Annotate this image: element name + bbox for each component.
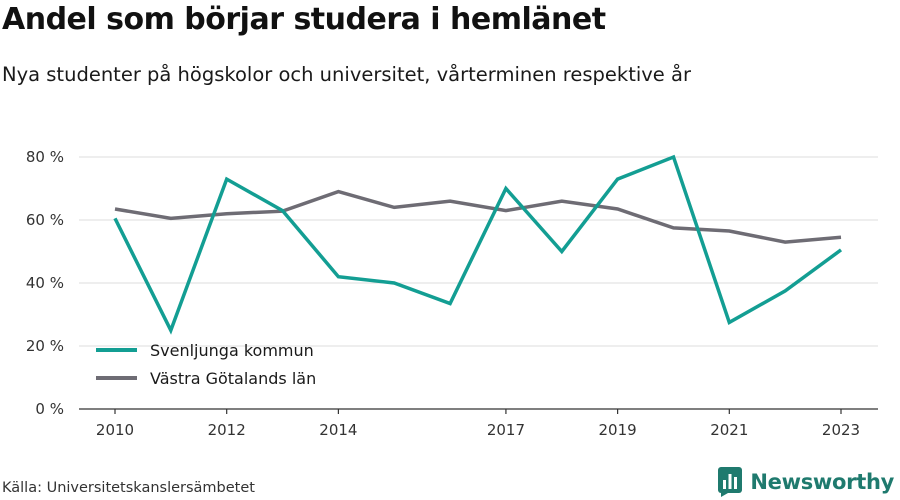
x-axis: 2010 2012 2014 2017 2019 2021 2023 [79, 408, 878, 439]
x-tick-label: 2012 [208, 421, 246, 439]
x-tick-label: 2023 [822, 421, 860, 439]
series-lines [113, 154, 843, 335]
x-tick-label: 2017 [487, 421, 525, 439]
newsworthy-logo-icon [718, 467, 743, 497]
y-tick-label: 40 % [26, 274, 64, 292]
x-tick-label: 2019 [599, 421, 637, 439]
source-note: Källa: Universitetskanslersämbetet [2, 480, 255, 496]
legend-label: Svenljunga kommun [150, 341, 314, 360]
y-tick-label: 20 % [26, 337, 64, 355]
brand-logo[interactable]: Newsworthy [718, 467, 894, 497]
chart-title: Andel som börjar studera i hemlänet [2, 2, 606, 37]
x-tick-label: 2021 [710, 421, 748, 439]
series-line-1 [113, 154, 843, 335]
legend: Svenljunga kommun Västra Götalands län [96, 341, 316, 388]
line-chart: 2010 2012 2014 2017 2019 2021 2023 0 % 20 % 40 %… [26, 148, 878, 439]
legend-label: Västra Götalands län [150, 369, 316, 388]
y-tick-label: 80 % [26, 148, 64, 166]
brand-name: Newsworthy [750, 470, 894, 494]
chart-subtitle: Nya studenter på högskolor och universit… [2, 63, 691, 86]
y-tick-label: 60 % [26, 211, 64, 229]
y-tick-label: 0 % [35, 400, 64, 418]
series-line-2 [114, 189, 842, 244]
x-tick-label: 2010 [96, 421, 134, 439]
y-axis-labels: 0 % 20 % 40 % 60 % 80 % [26, 148, 64, 418]
x-tick-label: 2014 [319, 421, 357, 439]
